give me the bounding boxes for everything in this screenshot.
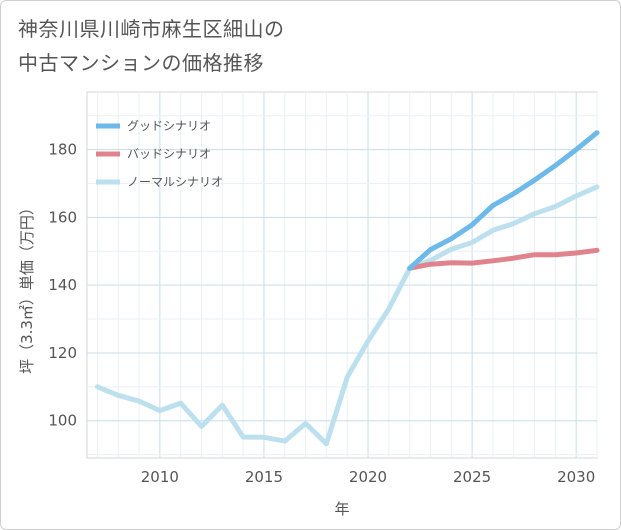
legend-label: ノーマルシナリオ (127, 175, 223, 189)
chart-title-line-2: 中古マンションの価格推移 (18, 51, 264, 75)
x-tick-label: 2010 (141, 468, 179, 486)
series-line-2 (94, 184, 600, 447)
x-tick-label: 2020 (349, 468, 387, 486)
legend-label: バッドシナリオ (127, 147, 211, 161)
series-line-1 (407, 247, 600, 271)
legend-label: グッドシナリオ (127, 119, 211, 133)
x-axis-ticks: 2010 2015 2020 2025 2030 (141, 468, 596, 486)
y-tick-label: 160 (48, 208, 77, 226)
y-tick-label: 100 (48, 412, 77, 430)
y-axis-ticks: 100 120 140 160 180 (48, 141, 77, 430)
x-tick-label: 2015 (245, 468, 283, 486)
series-lines (94, 130, 600, 447)
chart-title: 神奈川県川崎市麻生区細山の 中古マンションの価格推移 (18, 12, 458, 80)
y-axis-label: 坪（3.3㎡）単価（万円） (18, 200, 36, 374)
x-tick-label: 2025 (453, 468, 491, 486)
y-tick-label: 180 (48, 141, 77, 159)
y-tick-label: 120 (48, 344, 77, 362)
chart-title-line-1: 神奈川県川崎市麻生区細山の (18, 17, 285, 41)
x-tick-label: 2030 (557, 468, 595, 486)
x-axis-label: 年 (334, 500, 349, 518)
series-line-0 (407, 130, 600, 271)
y-tick-label: 140 (48, 276, 77, 294)
